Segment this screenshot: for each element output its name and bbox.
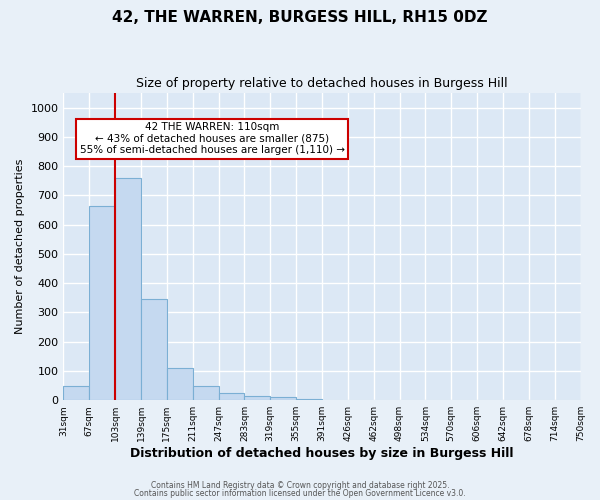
Bar <box>270 398 296 400</box>
X-axis label: Distribution of detached houses by size in Burgess Hill: Distribution of detached houses by size … <box>130 447 514 460</box>
Y-axis label: Number of detached properties: Number of detached properties <box>15 159 25 334</box>
Title: Size of property relative to detached houses in Burgess Hill: Size of property relative to detached ho… <box>136 78 508 90</box>
Text: Contains public sector information licensed under the Open Government Licence v3: Contains public sector information licen… <box>134 488 466 498</box>
Bar <box>115 178 141 400</box>
Bar <box>218 393 244 400</box>
Bar <box>64 386 89 400</box>
Text: Contains HM Land Registry data © Crown copyright and database right 2025.: Contains HM Land Registry data © Crown c… <box>151 481 449 490</box>
Text: 42, THE WARREN, BURGESS HILL, RH15 0DZ: 42, THE WARREN, BURGESS HILL, RH15 0DZ <box>112 10 488 25</box>
Text: 42 THE WARREN: 110sqm
← 43% of detached houses are smaller (875)
55% of semi-det: 42 THE WARREN: 110sqm ← 43% of detached … <box>80 122 344 156</box>
Bar <box>167 368 193 400</box>
Bar <box>89 206 115 400</box>
Bar <box>193 386 218 400</box>
Bar <box>244 396 270 400</box>
Bar <box>141 300 167 400</box>
Bar <box>296 398 322 400</box>
